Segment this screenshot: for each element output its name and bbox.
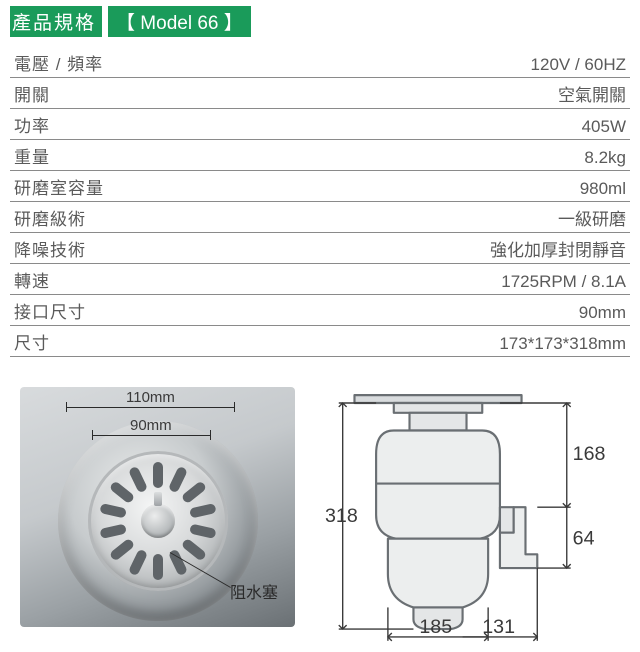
- spec-table: 電壓 / 頻率120V / 60HZ開關空氣開關功率405W重量8.2kg研磨室…: [10, 47, 630, 357]
- spec-label: 降噪技術: [10, 233, 261, 264]
- spec-row: 接口尺寸90mm: [10, 295, 630, 326]
- drain-hub: [141, 504, 175, 538]
- header-model: 【 Model 66 】: [108, 6, 251, 37]
- spec-value: 1725RPM / 8.1A: [261, 264, 630, 295]
- spec-row: 尺寸173*173*318mm: [10, 326, 630, 357]
- callout-label: 阻水塞: [228, 579, 280, 603]
- dim-line-90: [92, 435, 210, 436]
- spec-label: 尺寸: [10, 326, 261, 357]
- spec-row: 轉速1725RPM / 8.1A: [10, 264, 630, 295]
- spec-row: 功率405W: [10, 109, 630, 140]
- spec-value: 90mm: [261, 295, 630, 326]
- spec-label: 研磨級術: [10, 202, 261, 233]
- spec-label: 接口尺寸: [10, 295, 261, 326]
- strainer-slot: [153, 554, 163, 580]
- dim-185: 185: [420, 616, 453, 638]
- dim-318: 318: [325, 505, 358, 527]
- spec-row: 電壓 / 頻率120V / 60HZ: [10, 47, 630, 78]
- dim-168: 168: [573, 443, 606, 465]
- spec-label: 電壓 / 頻率: [10, 47, 261, 78]
- spec-value: 一級研磨: [261, 202, 630, 233]
- spec-row: 研磨級術一級研磨: [10, 202, 630, 233]
- product-photo: 110mm 90mm 阻水塞: [20, 387, 295, 627]
- dim-131: 131: [482, 616, 515, 638]
- spec-label: 重量: [10, 140, 261, 171]
- header-title: 產品規格: [10, 6, 102, 37]
- spec-label: 轉速: [10, 264, 261, 295]
- spec-row: 開關空氣開關: [10, 78, 630, 109]
- spec-value: 強化加厚封閉靜音: [261, 233, 630, 264]
- dim-90: 90mm: [128, 417, 174, 434]
- spec-value: 空氣開關: [261, 78, 630, 109]
- spec-row: 降噪技術強化加厚封閉靜音: [10, 233, 630, 264]
- spec-label: 功率: [10, 109, 261, 140]
- strainer-slot: [153, 462, 163, 488]
- spec-value: 120V / 60HZ: [261, 47, 630, 78]
- spec-row: 研磨室容量980ml: [10, 171, 630, 202]
- dim-64: 64: [573, 528, 595, 550]
- spec-label: 研磨室容量: [10, 171, 261, 202]
- spec-value: 405W: [261, 109, 630, 140]
- dim-110: 110mm: [124, 389, 177, 406]
- figures-row: 110mm 90mm 阻水塞: [10, 387, 630, 647]
- spec-value: 980ml: [261, 171, 630, 202]
- technical-drawing: 318 168 64 185 131: [325, 387, 620, 647]
- spec-value: 8.2kg: [261, 140, 630, 171]
- spec-row: 重量8.2kg: [10, 140, 630, 171]
- spec-header: 產品規格 【 Model 66 】: [10, 6, 630, 37]
- spec-label: 開關: [10, 78, 261, 109]
- spec-value: 173*173*318mm: [261, 326, 630, 357]
- dim-line-110: [66, 407, 234, 408]
